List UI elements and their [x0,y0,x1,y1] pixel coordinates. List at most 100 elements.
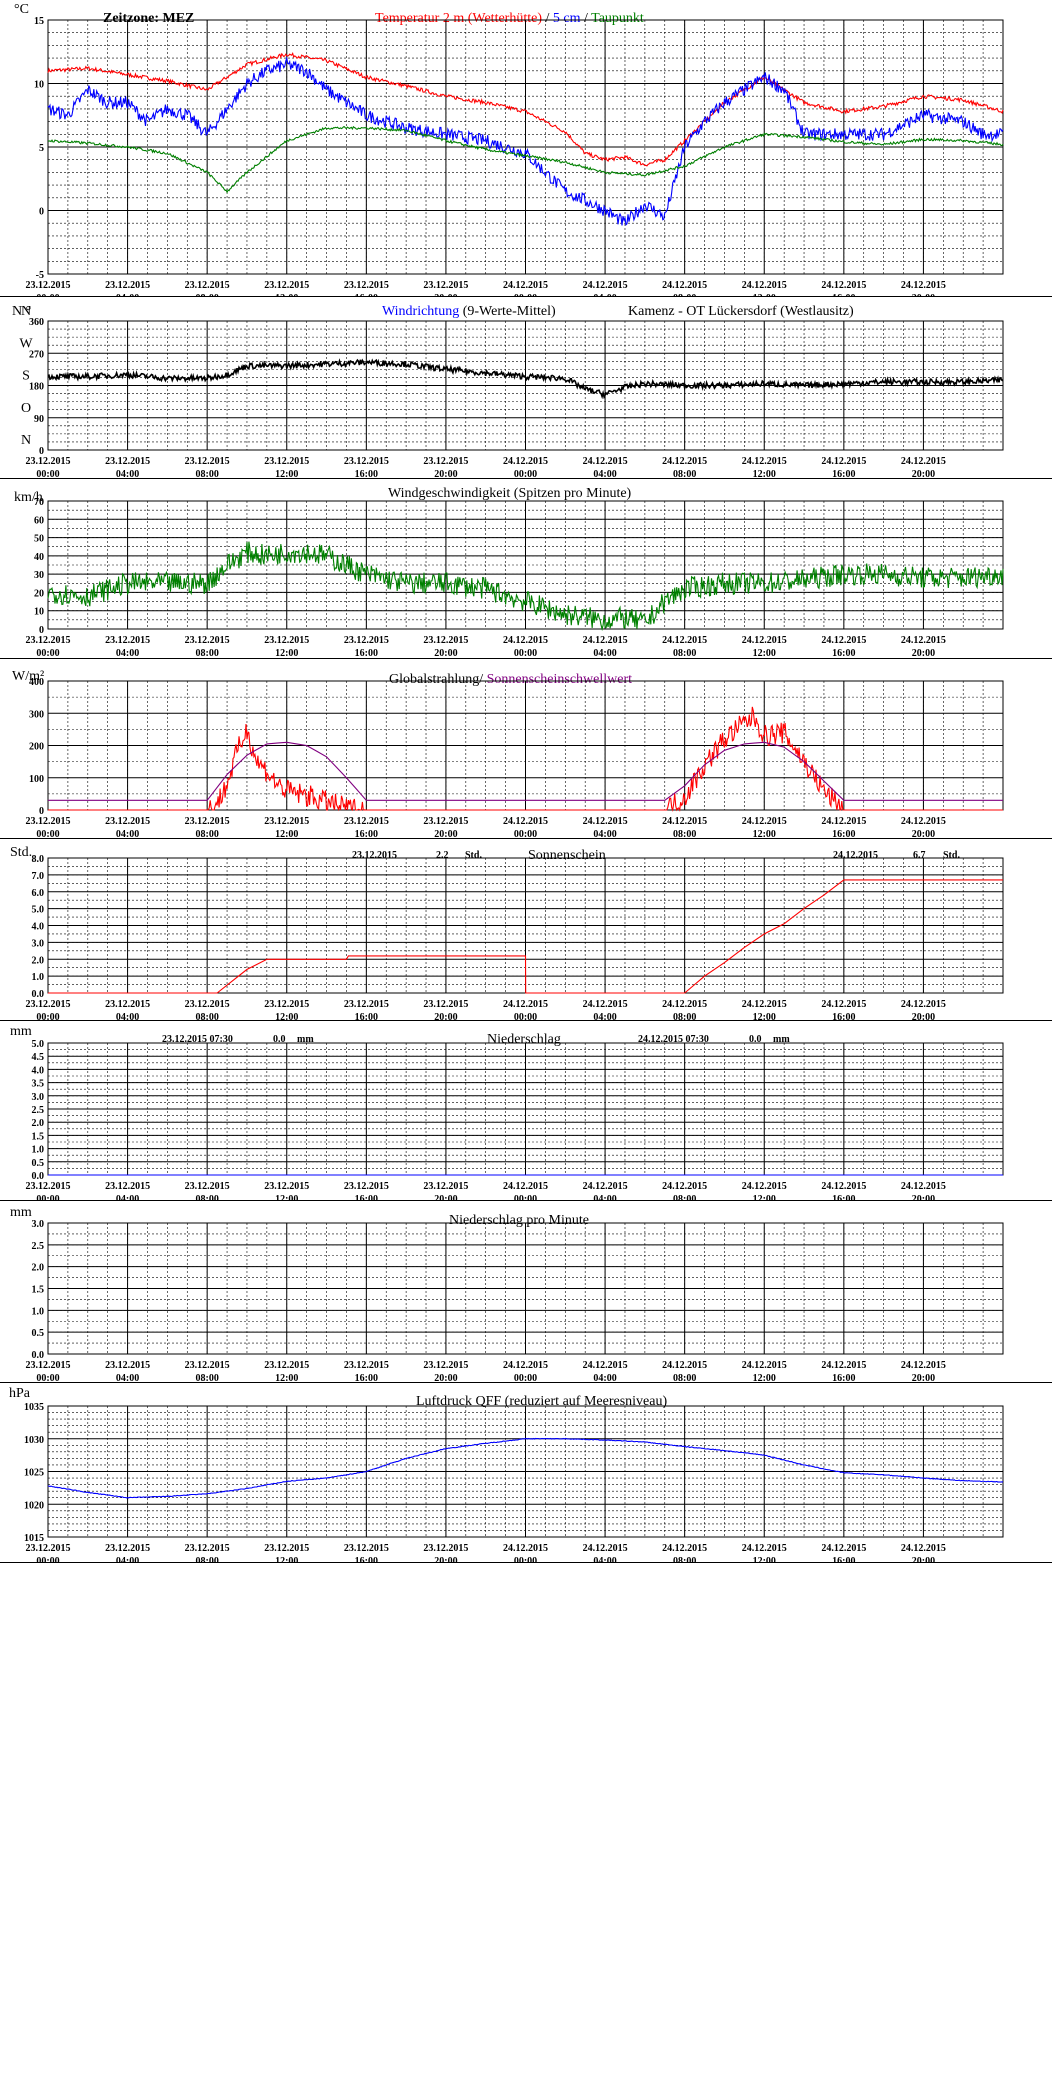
y-tick-label: 40 [34,552,44,563]
time-label-date: 23.12.2015 [344,280,389,291]
prec-title: Niederschlag [487,1032,561,1047]
y-tick-label: 1025 [24,1468,44,1479]
time-label-date: 23.12.2015 [26,1543,71,1554]
prec-day2-date: 24.12.2015 07:30 [638,1034,709,1045]
time-label-date: 24.12.2015 [901,1543,946,1554]
sun-day1-value: 2.2 [436,850,449,861]
time-label-hour: 20:00 [912,829,935,839]
plot-border [47,1222,1004,1355]
time-label-hour: 04:00 [116,1556,139,1563]
rad-title: Globalstrahlung/ Sonnenscheinschwellwert [389,672,632,687]
time-label-hour: 08:00 [195,648,218,659]
time-label-hour: 00:00 [36,1194,59,1201]
time-label-hour: 04:00 [593,829,616,839]
time-label-hour: 12:00 [753,1556,776,1563]
time-label-date: 23.12.2015 [423,1543,468,1554]
time-label-hour: 00:00 [36,1556,59,1563]
pressure-panel: hPa Luftdruck QFF (reduziert auf Meeresn… [0,1386,1052,1563]
time-label-hour: 20:00 [912,1194,935,1201]
time-label-hour: 20:00 [912,293,935,297]
time-label-date: 24.12.2015 [583,1360,628,1371]
y-tick-label: 20 [34,588,44,599]
wspd-unit: km/h [14,490,43,505]
time-label-hour: 00:00 [36,293,59,297]
y-tick-label: 0.5 [32,1158,45,1169]
y-tick-label: 270 [29,349,44,360]
y-tick-label: 1015 [24,1533,44,1544]
time-label-date: 24.12.2015 [821,1181,866,1192]
plot-border [47,19,1004,275]
series-line-windgeschwindigkeit [47,541,1004,632]
time-label-date: 23.12.2015 [26,456,71,467]
press-unit: hPa [9,1386,31,1401]
time-label-date: 23.12.2015 [26,999,71,1010]
time-label-hour: 16:00 [832,469,855,479]
time-label-date: 23.12.2015 [105,1181,150,1192]
y-tick-label: 4.0 [32,1065,45,1076]
y-tick-label: 4.0 [32,922,45,933]
y-tick-label: 60 [34,515,44,526]
time-label-date: 24.12.2015 [742,1543,787,1554]
time-label-hour: 20:00 [434,293,457,297]
time-label-date: 24.12.2015 [821,1360,866,1371]
time-label-date: 24.12.2015 [503,999,548,1010]
time-label-hour: 20:00 [434,648,457,659]
temperature-panel: °C Zeitzone: MEZ Temperatur 2 m (Wetterh… [0,2,1052,297]
time-label-hour: 04:00 [593,1373,616,1383]
wind-direction-panel: N ° Windrichtung (9-Werte-Mittel) Kamenz… [0,304,1052,479]
time-label-hour: 04:00 [116,1194,139,1201]
time-label-date: 24.12.2015 [901,816,946,827]
time-label-hour: 16:00 [355,1012,378,1021]
sun-unit: Std. [10,845,32,860]
wdir-unit: N ° [12,304,31,319]
time-label-date: 23.12.2015 [105,456,150,467]
sun-day1-date: 23.12.2015 [352,850,397,861]
time-label-date: 23.12.2015 [264,1181,309,1192]
time-label-hour: 20:00 [434,1194,457,1201]
time-label-date: 23.12.2015 [423,1360,468,1371]
time-label-date: 23.12.2015 [105,1360,150,1371]
time-label-date: 24.12.2015 [901,280,946,291]
time-label-date: 23.12.2015 [105,816,150,827]
wspd-title: Windgeschwindigkeit (Spitzen pro Minute) [388,486,632,501]
time-label-date: 24.12.2015 [662,635,707,646]
y-tick-label: 8.0 [32,854,45,865]
time-label-date: 24.12.2015 [901,999,946,1010]
timezone-label: Zeitzone: MEZ [103,11,194,26]
time-label-date: 24.12.2015 [503,635,548,646]
time-label-hour: 00:00 [514,1556,537,1563]
temp-title-blue: 5 cm [553,11,581,26]
y-tick-label: 5 [39,143,44,154]
y-tick-label: 1.0 [32,1306,45,1317]
series-line-taupunkt [47,125,1004,194]
y-tick-label: 2.0 [32,1263,45,1274]
sun-day2-unit: Std. [943,850,960,861]
time-label-date: 24.12.2015 [821,456,866,467]
time-label-date: 23.12.2015 [344,1181,389,1192]
time-label-hour: 00:00 [36,648,59,659]
time-label-hour: 12:00 [275,293,298,297]
time-label-date: 23.12.2015 [185,635,230,646]
time-label-date: 23.12.2015 [423,456,468,467]
y-tick-label: 2.0 [32,955,45,966]
time-label-date: 23.12.2015 [26,280,71,291]
time-label-hour: 08:00 [673,829,696,839]
time-label-hour: 08:00 [195,1373,218,1383]
time-label-date: 23.12.2015 [423,1181,468,1192]
precipitation-minute-panel: mm Niederschlag pro Minute 3.0 2.5 2.0 1.5 1… [0,1205,1052,1383]
time-label-hour: 00:00 [514,1012,537,1021]
time-label-hour: 12:00 [275,469,298,479]
time-label-hour: 12:00 [753,1012,776,1021]
time-label-date: 24.12.2015 [821,999,866,1010]
y-tick-label: 2.5 [32,1241,45,1252]
time-label-date: 24.12.2015 [662,1181,707,1192]
y-tick-label: 0.5 [32,1328,45,1339]
precmin-title: Niederschlag pro Minute [449,1213,589,1228]
time-label-hour: 00:00 [36,829,59,839]
time-label-date: 23.12.2015 [423,635,468,646]
y-tick-label: 1030 [24,1435,44,1446]
series-line-windrichtung [47,358,1004,400]
time-label-date: 23.12.2015 [423,816,468,827]
time-label-date: 23.12.2015 [264,635,309,646]
y-tick-label: 6.0 [32,888,45,899]
